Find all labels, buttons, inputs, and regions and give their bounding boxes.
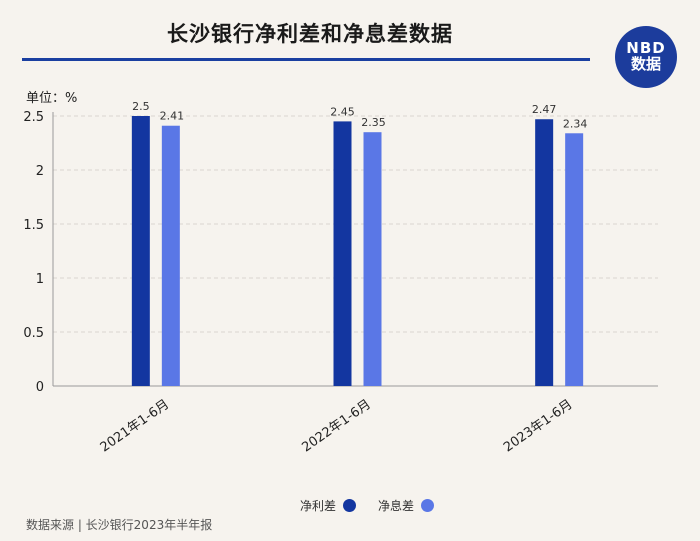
- legend-item-series1: 净利差: [300, 497, 357, 514]
- data-label: 2.35: [361, 116, 386, 129]
- data-label: 2.5: [132, 100, 150, 113]
- labels: 2.5 2.41 2.45 2.35 2.47 2.34: [132, 100, 587, 130]
- bar-series2: [565, 133, 584, 386]
- logo-text-bottom: 数据: [630, 55, 661, 73]
- y-tick-label: 1.5: [23, 218, 44, 233]
- chart-title: 长沙银行净利差和净息差数据: [167, 22, 453, 46]
- data-label: 2.34: [563, 117, 588, 130]
- title-underline: [22, 58, 590, 61]
- bar-series1: [535, 119, 554, 387]
- legend-label-series2: 净息差: [378, 499, 415, 513]
- x-tick-label: 2022年1-6月: [299, 397, 373, 455]
- y-tick-label: 1: [36, 272, 44, 287]
- y-tick-label: 0: [36, 380, 44, 395]
- data-label: 2.41: [160, 110, 185, 123]
- legend-swatch-series1: [343, 499, 357, 512]
- bar-series2: [161, 125, 180, 386]
- bar-series1: [131, 116, 150, 386]
- data-source: 数据来源 | 长沙银行2023年半年报: [26, 518, 213, 532]
- unit-label: 单位：%: [26, 91, 78, 106]
- nbd-logo: NBD 数据: [615, 26, 677, 88]
- bars: [131, 116, 584, 387]
- legend-item-series2: 净息差: [378, 497, 435, 514]
- data-label: 2.45: [330, 105, 355, 118]
- y-tick-label: 0.5: [23, 326, 44, 341]
- y-tick-label: 2.5: [23, 110, 44, 125]
- x-tick-label: 2021年1-6月: [98, 397, 172, 455]
- logo-text-top: NBD: [626, 39, 666, 58]
- legend-label-series1: 净利差: [300, 499, 337, 513]
- y-tick-label: 2: [36, 164, 44, 179]
- legend-swatch-series2: [421, 499, 435, 512]
- data-label: 2.47: [532, 103, 557, 116]
- bar-series1: [333, 121, 352, 387]
- bar-series2: [363, 132, 382, 386]
- legend: 净利差 净息差: [300, 497, 448, 514]
- gridlines: [53, 115, 658, 333]
- x-tick-label: 2023年1-6月: [501, 397, 575, 455]
